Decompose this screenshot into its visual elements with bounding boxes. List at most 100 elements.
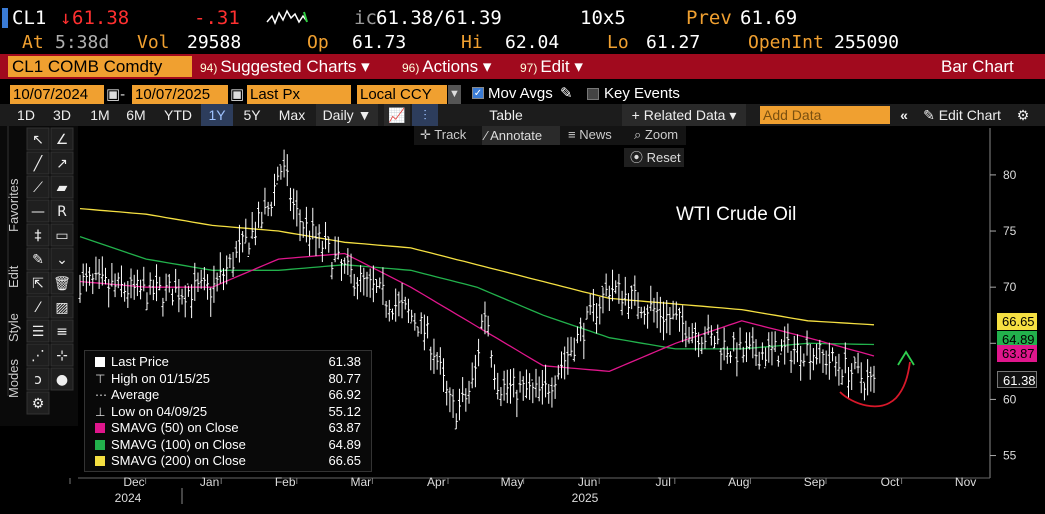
price-bar bbox=[324, 221, 328, 250]
y-tick-label: 60 bbox=[1003, 392, 1017, 406]
legend-row[interactable]: SMAVG (200) on Close 66.65 bbox=[85, 453, 373, 469]
price-bar bbox=[81, 263, 85, 287]
brush-icon[interactable]: ✎ bbox=[26, 247, 50, 271]
legend-row[interactable]: SMAVG (50) on Close 63.87 bbox=[85, 420, 373, 436]
related-data-menu[interactable]: + Related Data ▾ bbox=[622, 104, 746, 126]
price-bar bbox=[824, 350, 828, 375]
key-events-checkbox[interactable] bbox=[587, 88, 599, 100]
security-input[interactable]: CL1 COMB Comdty bbox=[8, 56, 192, 77]
start-date-field[interactable]: 10/07/2024 bbox=[10, 85, 104, 104]
edit-chart-button[interactable]: ✎ Edit Chart bbox=[923, 107, 1001, 123]
add-data-input[interactable]: Add Data bbox=[760, 106, 890, 124]
legend-row[interactable]: SMAVG (100) on Close 64.89 bbox=[85, 437, 373, 453]
price-bar bbox=[292, 188, 296, 220]
price-bar bbox=[668, 307, 672, 336]
side-tab-modes[interactable]: Modes bbox=[6, 358, 21, 398]
pencil-icon[interactable]: ✎ bbox=[560, 85, 573, 102]
horizontal-line-icon[interactable]: — bbox=[26, 199, 50, 223]
lines-icon[interactable]: ☰ bbox=[26, 319, 50, 343]
rect-tool-icon[interactable]: ▭ bbox=[50, 223, 74, 247]
gear-icon[interactable]: ⚙ bbox=[1016, 107, 1030, 123]
fill-color-icon[interactable]: ▨ bbox=[50, 295, 74, 319]
chart-legend[interactable]: Last Price 61.38 ⊤ High on 01/15/25 80.77 ⋯ Av… bbox=[84, 350, 372, 472]
price-bar bbox=[435, 352, 439, 370]
legend-swatch bbox=[95, 439, 105, 450]
side-tab-style[interactable]: Style bbox=[6, 313, 21, 342]
price-bar bbox=[91, 273, 95, 295]
price-bar bbox=[250, 212, 254, 239]
price-bar bbox=[846, 366, 850, 400]
calendar-icon[interactable]: ▣ bbox=[230, 86, 245, 103]
track-tool[interactable]: ✛ Track bbox=[420, 127, 467, 142]
period-5y[interactable]: 5Y bbox=[243, 107, 261, 123]
currency-select[interactable]: Local CCY bbox=[357, 85, 447, 104]
fib-tool-icon[interactable]: ‡ bbox=[26, 223, 50, 247]
period-1m[interactable]: 1M bbox=[90, 107, 110, 123]
price-bar bbox=[563, 346, 567, 380]
trend-tool-icon[interactable]: ⟋ bbox=[26, 175, 50, 199]
chevron-down-icon[interactable]: ⌄ bbox=[50, 247, 74, 271]
zoom-tool[interactable]: ⌕ Zoom bbox=[634, 127, 679, 142]
axis-value-tag: 66.65 bbox=[997, 313, 1037, 330]
legend-row[interactable]: ⊤ High on 01/15/25 80.77 bbox=[85, 371, 373, 387]
period-ytd[interactable]: YTD bbox=[164, 107, 192, 123]
news-tool[interactable]: ≡ News bbox=[568, 127, 612, 142]
price-bar bbox=[811, 348, 815, 371]
line-tool-icon[interactable]: ╱ bbox=[26, 151, 50, 175]
bar-chart-icon[interactable]: ⫶ bbox=[412, 104, 438, 126]
sparkline-icon bbox=[266, 9, 308, 25]
legend-label: Last Price bbox=[111, 354, 169, 369]
draw-line-icon[interactable]: ∠ bbox=[50, 127, 74, 151]
side-tab-edit[interactable]: Edit bbox=[6, 265, 21, 288]
legend-row[interactable]: ⋯ Average 66.92 bbox=[85, 387, 373, 403]
table-button[interactable]: Table bbox=[489, 107, 523, 123]
suggested-charts-menu[interactable]: 94) Suggested Charts ▾ bbox=[200, 57, 370, 76]
channel-tool-icon[interactable]: ▰ bbox=[50, 175, 74, 199]
chart-annotation[interactable]: WTI Crude Oil bbox=[676, 204, 797, 225]
side-tab-favorites[interactable]: Favorites bbox=[6, 178, 21, 232]
arrow-tool-icon[interactable]: ↗ bbox=[50, 151, 74, 175]
svg-text:⋰: ⋰ bbox=[31, 348, 45, 364]
dashed-line-icon[interactable]: ⋰ bbox=[26, 343, 50, 367]
currency-dropdown-icon[interactable]: ▼ bbox=[448, 85, 461, 104]
collapse-icon[interactable]: « bbox=[900, 107, 908, 123]
price-bar bbox=[636, 292, 640, 320]
text-tool-icon[interactable]: R bbox=[50, 199, 74, 223]
mode-c-icon[interactable]: ↄ bbox=[26, 367, 50, 391]
period-1d[interactable]: 1D bbox=[17, 107, 35, 123]
legend-value: 66.92 bbox=[328, 387, 361, 402]
annotate-tool[interactable]: ⁄ Annotate bbox=[482, 126, 560, 145]
settings-icon[interactable]: ⚙ bbox=[26, 391, 50, 415]
legend-row[interactable]: Last Price 61.38 bbox=[85, 354, 373, 370]
price-bar bbox=[767, 332, 771, 363]
key-events-label[interactable]: Key Events bbox=[604, 85, 680, 102]
pointer-icon[interactable]: ⇱ bbox=[26, 271, 50, 295]
price-bar bbox=[834, 356, 838, 377]
legend-row[interactable]: ⊥ Low on 04/09/25 55.12 bbox=[85, 404, 373, 420]
palette-icon[interactable]: ● bbox=[50, 367, 74, 391]
mov-avgs-label[interactable]: Mov Avgs bbox=[488, 85, 553, 102]
cursor-icon[interactable]: ↖ bbox=[26, 127, 50, 151]
price-bar bbox=[853, 356, 857, 370]
end-date-field[interactable]: 10/07/2025 bbox=[132, 85, 228, 104]
period-1y[interactable]: 1Y bbox=[201, 104, 233, 126]
select-icon[interactable]: ⊹ bbox=[50, 343, 74, 367]
period-max[interactable]: Max bbox=[278, 107, 306, 123]
period-3d[interactable]: 3D bbox=[53, 107, 71, 123]
price-bar bbox=[655, 291, 659, 329]
mov-avgs-checkbox[interactable]: ✓ bbox=[472, 87, 484, 99]
reset-button[interactable]: ⦿ Reset bbox=[624, 148, 684, 167]
price-bar bbox=[288, 187, 292, 212]
style-pencil-icon[interactable]: ⁄ bbox=[26, 295, 50, 319]
price-bar bbox=[390, 308, 394, 320]
line-chart-icon[interactable]: 📈 bbox=[384, 104, 410, 126]
period-6m[interactable]: 6M bbox=[126, 107, 146, 123]
edit-menu[interactable]: 97) Edit ▾ bbox=[520, 57, 583, 76]
price-bar bbox=[457, 388, 461, 421]
price-bar bbox=[473, 354, 477, 388]
field-select[interactable]: Last Px bbox=[247, 85, 351, 104]
line-style-icon[interactable]: ≡ bbox=[50, 319, 74, 343]
frequency-select[interactable]: Daily ▼ bbox=[316, 104, 378, 126]
actions-menu[interactable]: 96) Actions ▾ bbox=[402, 57, 492, 76]
trash-icon[interactable]: 🗑 bbox=[50, 271, 74, 295]
